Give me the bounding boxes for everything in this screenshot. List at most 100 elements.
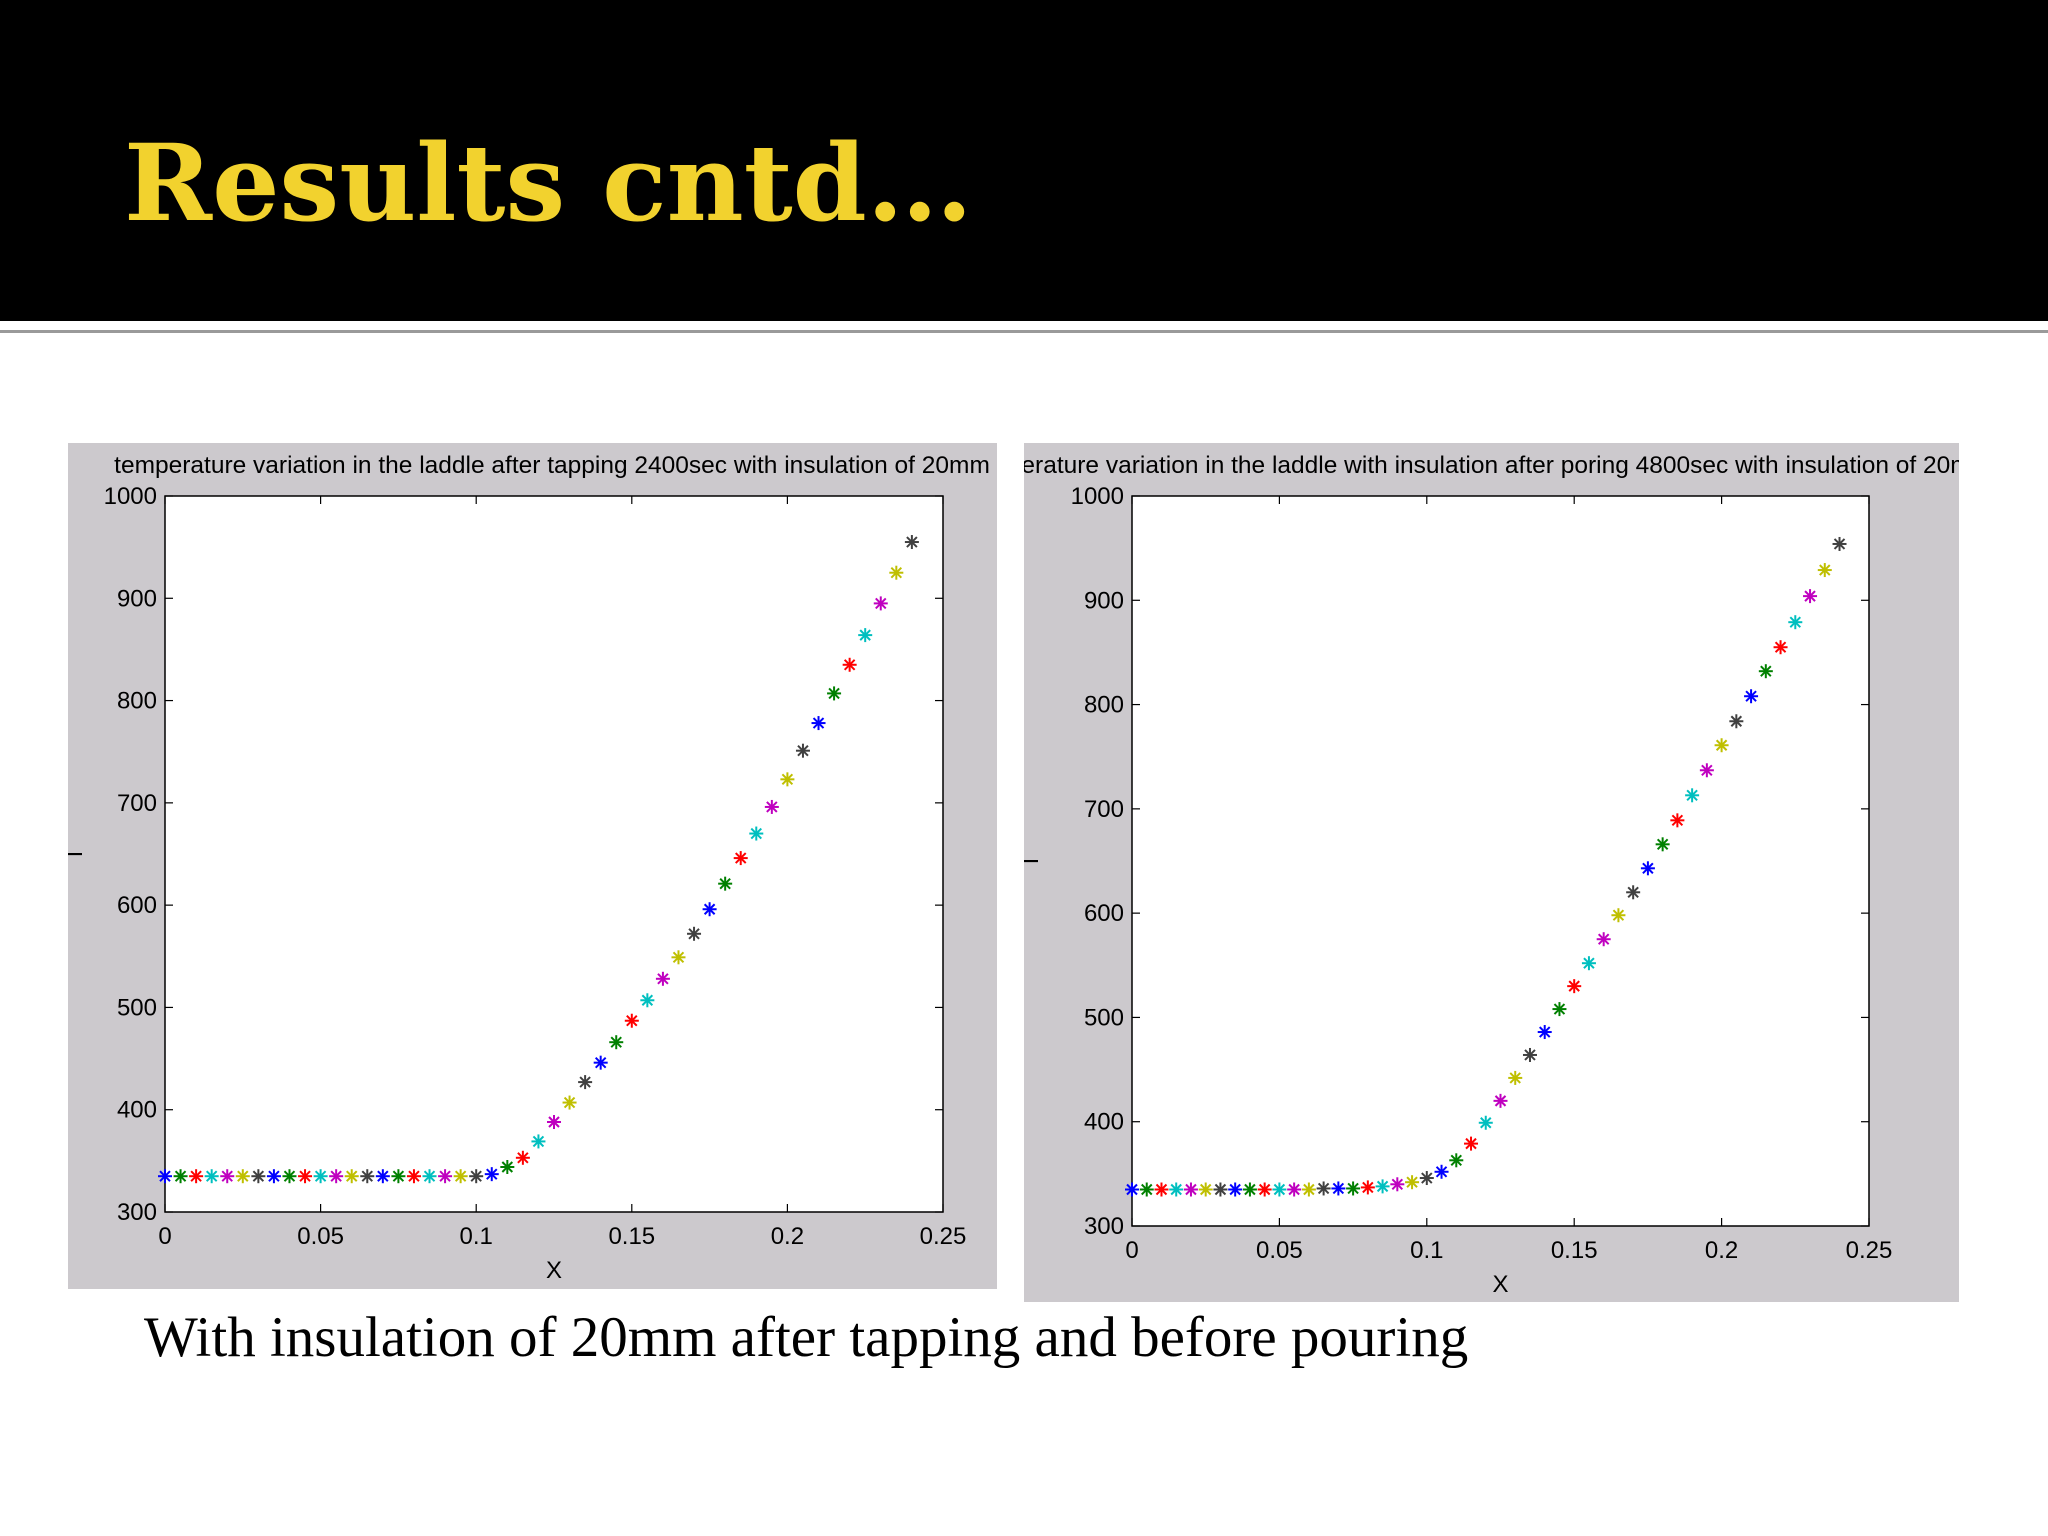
chart-right-plot: temperature variation in the laddle with… [1024, 452, 1959, 1298]
right-data-point [1346, 1181, 1361, 1196]
right-data-point [1464, 1136, 1479, 1151]
left-y-tick-label: 800 [117, 688, 157, 715]
left-data-point [375, 1169, 390, 1184]
right-data-point [1611, 908, 1626, 923]
right-data-point [1773, 640, 1788, 655]
left-data-point [562, 1095, 577, 1110]
left-data-point [780, 772, 795, 787]
right-y-tick-label: 1000 [1071, 483, 1124, 510]
right-data-point [1655, 837, 1670, 852]
left-data-point [282, 1169, 297, 1184]
left-y-tick-label: 500 [117, 994, 157, 1021]
right-data-point [1272, 1182, 1287, 1197]
right-data-point [1331, 1181, 1346, 1196]
left-data-point [795, 743, 810, 758]
right-data-point [1183, 1182, 1198, 1197]
right-y-tick-label: 900 [1084, 587, 1124, 614]
right-data-point [1449, 1153, 1464, 1168]
left-data-point [406, 1169, 421, 1184]
right-data-point [1390, 1177, 1405, 1192]
left-x-tick-label: 0.05 [297, 1223, 344, 1250]
left-x-tick-label: 0.25 [920, 1223, 967, 1250]
left-y-tick-label: 1000 [104, 483, 157, 510]
right-data-point [1360, 1180, 1375, 1195]
right-data-point [1242, 1182, 1257, 1197]
right-data-point [1744, 689, 1759, 704]
left-data-point [718, 876, 733, 891]
left-data-point [687, 926, 702, 941]
right-data-point [1139, 1182, 1154, 1197]
right-data-point [1508, 1070, 1523, 1085]
right-data-point [1552, 1002, 1567, 1017]
left-data-point [749, 826, 764, 841]
left-data-point [531, 1134, 546, 1149]
slide-caption: With insulation of 20mm after tapping an… [144, 1306, 1469, 1369]
right-data-point [1316, 1181, 1331, 1196]
left-data-point [329, 1169, 344, 1184]
right-x-tick-label: 0.2 [1705, 1237, 1738, 1264]
right-data-point [1478, 1115, 1493, 1130]
left-data-point [702, 902, 717, 917]
left-data-point [904, 535, 919, 550]
right-x-tick-label: 0 [1125, 1237, 1138, 1264]
left-data-point [500, 1159, 515, 1174]
right-data-point [1375, 1179, 1390, 1194]
left-y-tick-label: 400 [117, 1097, 157, 1124]
left-data-point [811, 716, 826, 731]
right-data-point [1714, 738, 1729, 753]
chart-left-plot: temperature variation in the laddle afte… [68, 452, 990, 1284]
left-data-point [438, 1169, 453, 1184]
right-data-point [1567, 979, 1582, 994]
left-data-point [360, 1169, 375, 1184]
right-y-tick-label: 500 [1084, 1004, 1124, 1031]
left-x-tick-label: 0.1 [460, 1223, 493, 1250]
left-data-point [251, 1169, 266, 1184]
right-data-point [1405, 1175, 1420, 1190]
right-data-point [1788, 615, 1803, 630]
left-data-point [189, 1169, 204, 1184]
right-data-point [1699, 763, 1714, 778]
left-data-point [655, 971, 670, 986]
left-data-point [873, 596, 888, 611]
right-data-point [1228, 1182, 1243, 1197]
left-x-tick-label: 0.15 [608, 1223, 655, 1250]
left-data-point [624, 1013, 639, 1028]
right-data-point [1419, 1171, 1434, 1186]
left-data-point [220, 1169, 235, 1184]
right-data-point [1832, 536, 1847, 551]
right-y-tick-label: 600 [1084, 900, 1124, 927]
left-data-point [842, 657, 857, 672]
right-x-tick-label: 0.1 [1410, 1237, 1443, 1264]
left-y-tick-label: 600 [117, 892, 157, 919]
right-x-axis-label: X [1492, 1271, 1508, 1298]
right-data-point [1729, 714, 1744, 729]
left-chart-title: temperature variation in the laddle afte… [114, 452, 990, 479]
left-x-tick-label: 0.2 [771, 1223, 804, 1250]
left-data-point [858, 628, 873, 643]
right-data-point [1287, 1182, 1302, 1197]
right-y-tick-label: 400 [1084, 1109, 1124, 1136]
header-divider [0, 330, 2048, 333]
left-data-point [515, 1150, 530, 1165]
left-y-tick-label: 300 [117, 1199, 157, 1226]
slide-title: Results cntd… [124, 120, 973, 245]
left-data-point [173, 1169, 188, 1184]
left-plot-area [164, 495, 944, 1213]
right-x-tick-label: 0.15 [1551, 1237, 1598, 1264]
right-data-point [1596, 932, 1611, 947]
right-data-point [1125, 1182, 1139, 1197]
right-data-point [1213, 1182, 1228, 1197]
right-data-point [1257, 1182, 1272, 1197]
left-x-tick-label: 0 [158, 1223, 171, 1250]
left-data-point [158, 1169, 172, 1184]
left-data-point [889, 565, 904, 580]
chart-right: temperature variation in the laddle with… [1024, 443, 1959, 1302]
left-data-point [484, 1167, 499, 1182]
right-plot-area [1131, 495, 1870, 1227]
left-y-tick-label: 900 [117, 585, 157, 612]
right-chart-title: temperature variation in the laddle with… [1024, 452, 1959, 479]
left-data-point [827, 686, 842, 701]
right-x-tick-label: 0.25 [1846, 1237, 1893, 1264]
left-data-point [609, 1035, 624, 1050]
right-data-point [1817, 563, 1832, 578]
